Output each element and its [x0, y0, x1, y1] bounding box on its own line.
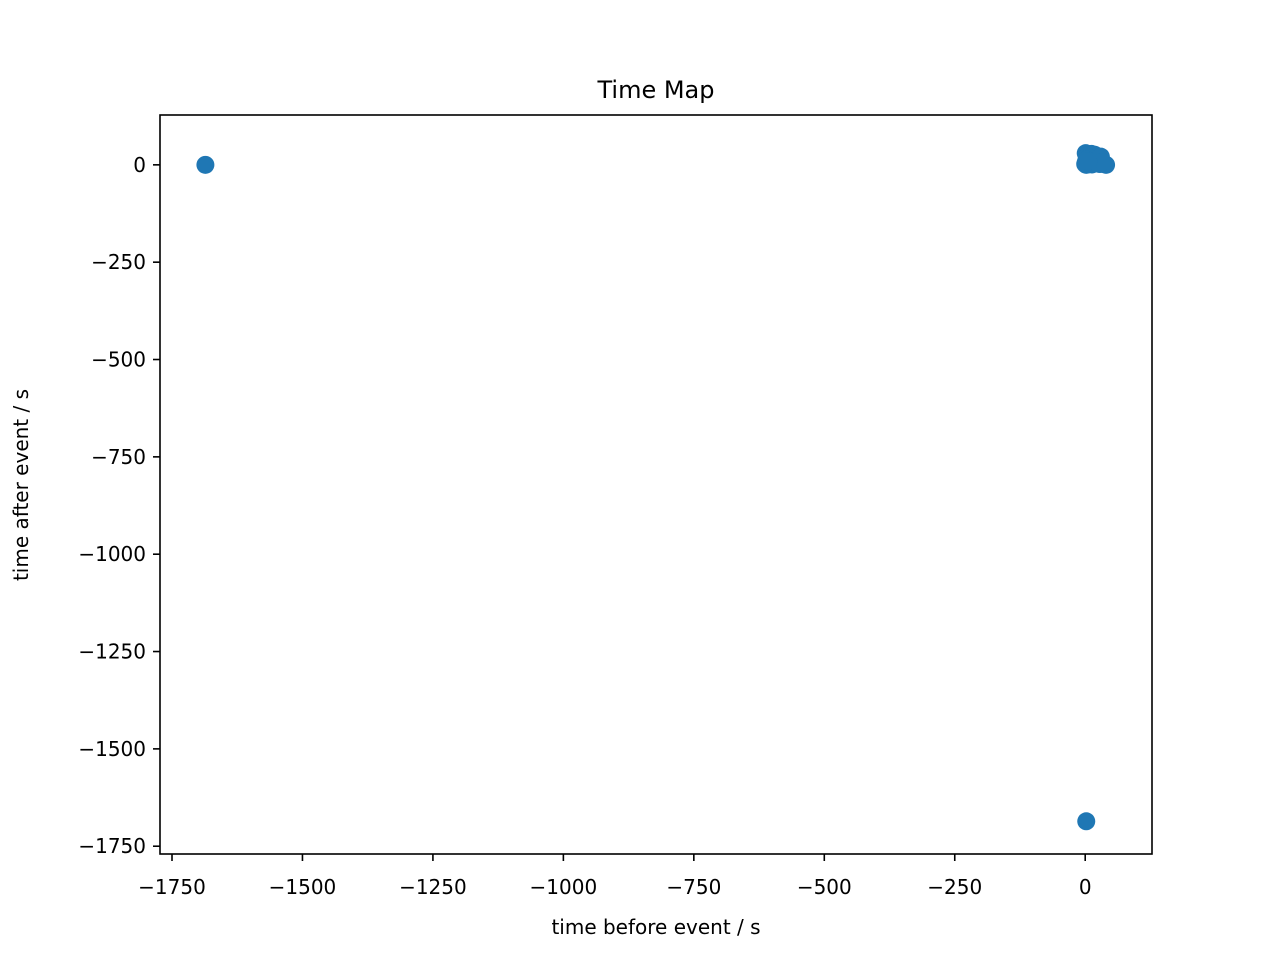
x-tick-label: −1250	[399, 875, 467, 899]
y-tick-label: −1000	[78, 542, 146, 566]
y-tick-label: −1750	[78, 834, 146, 858]
y-tick-label: −1250	[78, 640, 146, 664]
x-axis-ticks: −1750 −1500 −1250 −1000 −750 −500 −250 0	[138, 854, 1092, 899]
y-axis-label: time after event / s	[9, 389, 33, 581]
x-tick-label: −1500	[269, 875, 337, 899]
x-tick-label: −750	[666, 875, 721, 899]
x-axis-label: time before event / s	[551, 915, 760, 939]
y-axis-ticks: 0 −250 −500 −750 −1000 −1250 −1500 −1750	[78, 153, 160, 858]
data-point	[1077, 812, 1096, 831]
x-tick-label: −1750	[138, 875, 206, 899]
chart-title: Time Map	[596, 76, 714, 104]
y-tick-label: −1500	[78, 737, 146, 761]
data-point	[1079, 152, 1098, 171]
y-tick-label: −500	[91, 348, 146, 372]
x-tick-label: −500	[797, 875, 852, 899]
x-tick-label: −1000	[530, 875, 598, 899]
y-tick-label: −250	[91, 250, 146, 274]
y-tick-label: 0	[133, 153, 146, 177]
data-point	[196, 155, 215, 174]
x-tick-label: −250	[927, 875, 982, 899]
data-point	[1092, 153, 1111, 172]
plot-frame	[159, 114, 1153, 855]
points-layer	[196, 144, 1116, 831]
x-tick-label: 0	[1079, 875, 1092, 899]
y-tick-label: −750	[91, 445, 146, 469]
